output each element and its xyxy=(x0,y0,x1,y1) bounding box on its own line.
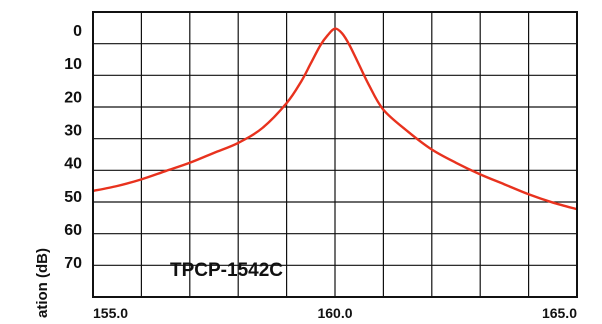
y-axis-label: ation (dB) xyxy=(34,248,51,318)
y-tick-label: 40 xyxy=(64,156,82,173)
x-tick-labels: 155.0 160.0 165.0 xyxy=(93,305,577,321)
plot-frame xyxy=(92,11,578,298)
annotation-label: TPCP-1542C xyxy=(170,260,283,281)
y-tick-label: 10 xyxy=(64,56,82,73)
series-group xyxy=(92,27,578,211)
y-tick-label: 70 xyxy=(64,255,82,272)
y-tick-label: 50 xyxy=(64,189,82,206)
x-tick-label: 160.0 xyxy=(317,305,352,321)
y-tick-label: 0 xyxy=(73,23,82,40)
y-tick-label: 30 xyxy=(64,123,82,140)
y-tick-labels: 0 10 20 30 40 50 60 70 xyxy=(64,23,82,272)
x-tick-label: 155.0 xyxy=(93,305,128,321)
grid-lines xyxy=(93,12,577,297)
y-tick-label: 20 xyxy=(64,89,82,106)
series-line xyxy=(92,27,578,211)
y-tick-label: 60 xyxy=(64,222,82,239)
x-tick-label: 165.0 xyxy=(542,305,577,321)
